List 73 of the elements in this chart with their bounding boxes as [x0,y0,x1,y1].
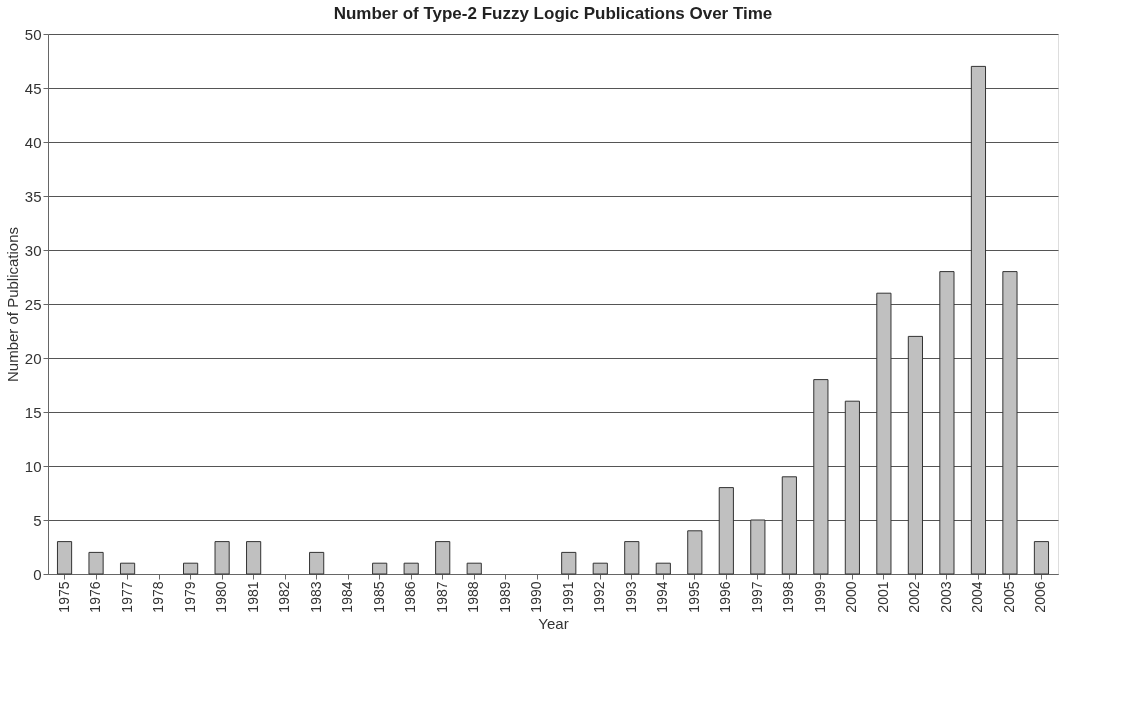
x-tick-label: 1975 [55,581,72,613]
bar [561,551,577,575]
x-tick-label: 1994 [654,581,671,613]
x-tick-label: 2001 [874,581,891,613]
x-tick-label: 1980 [213,581,230,613]
y-tick-label: 30 [24,241,42,259]
x-tick-label: 1986 [402,581,419,613]
x-tick-label: 1983 [307,581,324,613]
x-tick-label: 1997 [748,581,765,613]
x-tick-label: 1995 [685,581,702,613]
y-tick-label: 40 [24,133,42,151]
bar [466,562,482,575]
x-tick-label: 1991 [559,581,576,613]
y-tick-label: 25 [24,295,42,313]
y-tick-label: 20 [24,349,42,367]
x-tick-label: 1982 [276,581,293,613]
bar [687,530,703,575]
bar [813,379,829,575]
x-tick-label: 1985 [370,581,387,613]
x-tick-label: 1981 [244,581,261,613]
bar [781,476,797,575]
bar [403,562,419,575]
x-tick-label: 2000 [843,581,860,613]
bar [1002,271,1018,575]
x-tick-label: 1989 [496,581,513,613]
bar [750,519,766,575]
x-axis-title: Year [538,614,569,632]
bar [435,541,451,575]
bar [309,551,325,575]
x-tick-label: 1996 [717,581,734,613]
bar [119,562,136,575]
y-tick-label: 35 [24,187,42,205]
bar [592,562,608,575]
bar [1033,541,1050,575]
bar [372,562,388,575]
x-tick-label: 1998 [780,581,797,613]
x-tick-label: 1977 [118,581,135,613]
bar [844,400,860,575]
y-tick-label: 0 [33,565,42,583]
bar [939,271,955,575]
bar [970,65,987,575]
x-tick-label: 2003 [937,581,954,613]
bar [907,335,923,575]
y-tick-label: 10 [24,457,42,475]
x-tick-label: 2005 [1000,581,1017,613]
x-tick-label: 1993 [622,581,639,613]
x-tick-label: 2006 [1032,581,1049,613]
y-tick-label: 15 [24,403,42,421]
y-tick-label: 5 [33,511,42,529]
x-tick-label: 2002 [906,581,923,613]
x-tick-label: 1992 [591,581,608,613]
bar [876,292,892,575]
x-tick-label: 1990 [528,581,545,613]
x-tick-label: 2004 [969,581,986,613]
bar [183,562,199,575]
bar [88,551,104,575]
x-tick-label: 1999 [811,581,828,613]
bar [246,541,262,575]
bar [214,541,230,575]
x-tick-label: 1988 [465,581,482,613]
y-axis-title: Number of Publications [3,226,21,383]
x-tick-label: 1978 [150,581,167,613]
y-tick-label: 50 [24,25,42,43]
chart-title: Number of Type-2 Fuzzy Logic Publications Over Time [333,4,773,23]
bar [624,541,640,575]
x-tick-label: 1987 [433,581,450,613]
bar [718,487,734,575]
x-tick-label: 1984 [339,581,356,613]
bar [655,562,671,575]
x-tick-label: 1979 [181,581,198,613]
bar [56,541,73,575]
y-tick-label: 45 [24,79,42,97]
x-tick-label: 1976 [87,581,104,613]
